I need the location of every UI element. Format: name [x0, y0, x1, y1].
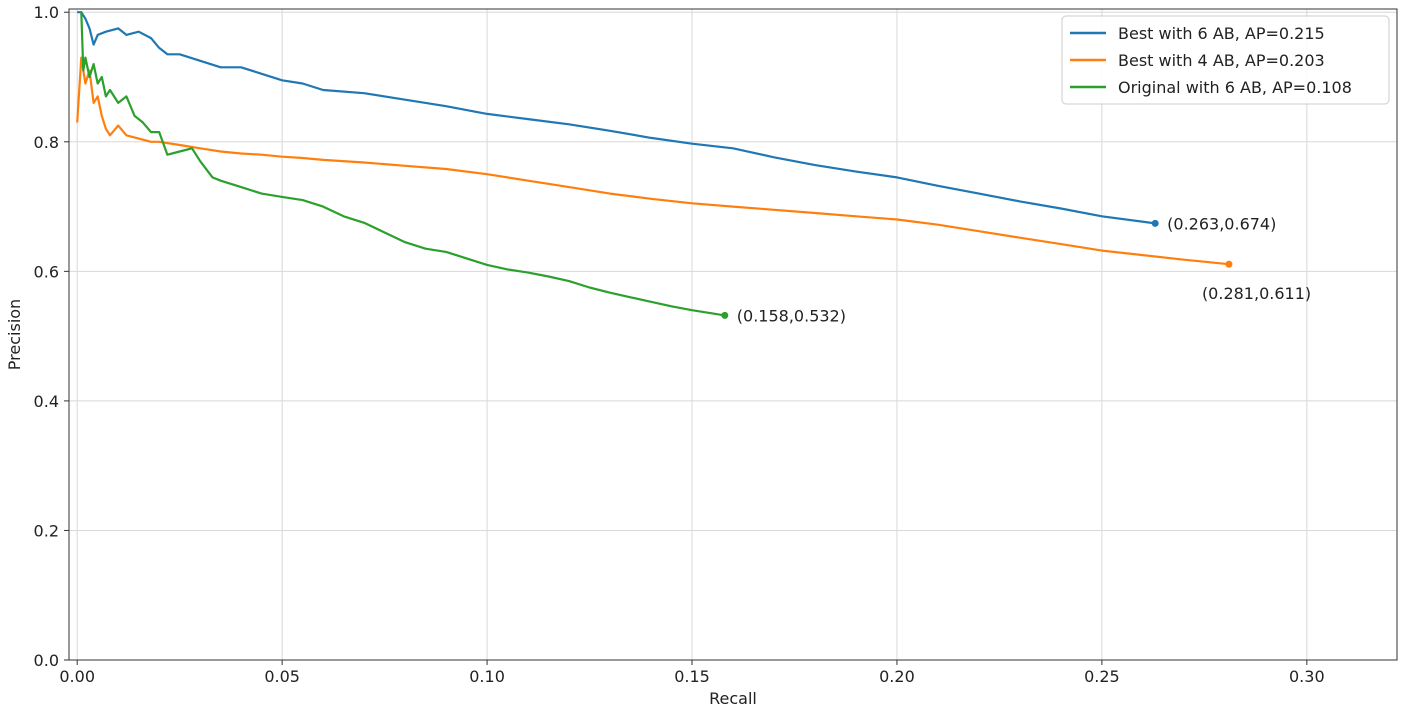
x-tick-label: 0.20 — [879, 667, 915, 686]
endpoint-label-1: (0.263,0.674) — [1167, 214, 1276, 233]
y-axis-ticks: 0.0 0.2 0.4 0.6 0.8 1.0 — [34, 3, 69, 670]
x-tick-label: 0.30 — [1289, 667, 1325, 686]
endpoint-marker-2 — [1225, 260, 1233, 268]
legend-label-2: Best with 4 AB, AP=0.203 — [1118, 51, 1325, 70]
legend-box — [1061, 15, 1390, 105]
y-tick-label: 0.8 — [34, 133, 59, 152]
endpoint-marker-3 — [721, 311, 729, 319]
endpoint-annotations: (0.263,0.674) (0.281,0.611) (0.158,0.532) — [721, 214, 1311, 325]
series-line-1 — [77, 11, 1156, 225]
x-tick-label: 0.00 — [59, 667, 95, 686]
endpoint-label-2: (0.281,0.611) — [1202, 284, 1311, 303]
y-tick-label: 1.0 — [34, 3, 59, 22]
y-tick-label: 0.0 — [34, 651, 59, 670]
series-line-2 — [76, 56, 1230, 266]
x-tick-label: 0.15 — [674, 667, 710, 686]
x-tick-label: 0.10 — [469, 667, 505, 686]
y-tick-label: 0.2 — [34, 521, 59, 540]
x-axis-label: Recall — [709, 689, 757, 708]
y-axis-label: Precision — [5, 299, 24, 370]
grid-lines — [69, 9, 1397, 661]
x-tick-label: 0.05 — [264, 667, 300, 686]
x-axis-ticks: 0.00 0.05 0.10 0.15 0.20 0.25 0.30 — [59, 660, 1325, 686]
y-tick-label: 0.6 — [34, 262, 59, 281]
x-tick-label: 0.25 — [1084, 667, 1120, 686]
plot-frame — [68, 8, 1398, 661]
endpoint-label-3: (0.158,0.532) — [737, 306, 846, 325]
series-line-3 — [80, 12, 725, 317]
legend-label-3: Original with 6 AB, AP=0.108 — [1118, 78, 1352, 97]
series-lines — [76, 11, 1230, 317]
legend-label-1: Best with 6 AB, AP=0.215 — [1118, 24, 1325, 43]
endpoint-marker-1 — [1151, 219, 1159, 227]
legend: Best with 6 AB, AP=0.215 Best with 4 AB, … — [1061, 15, 1390, 105]
y-tick-label: 0.4 — [34, 392, 59, 411]
